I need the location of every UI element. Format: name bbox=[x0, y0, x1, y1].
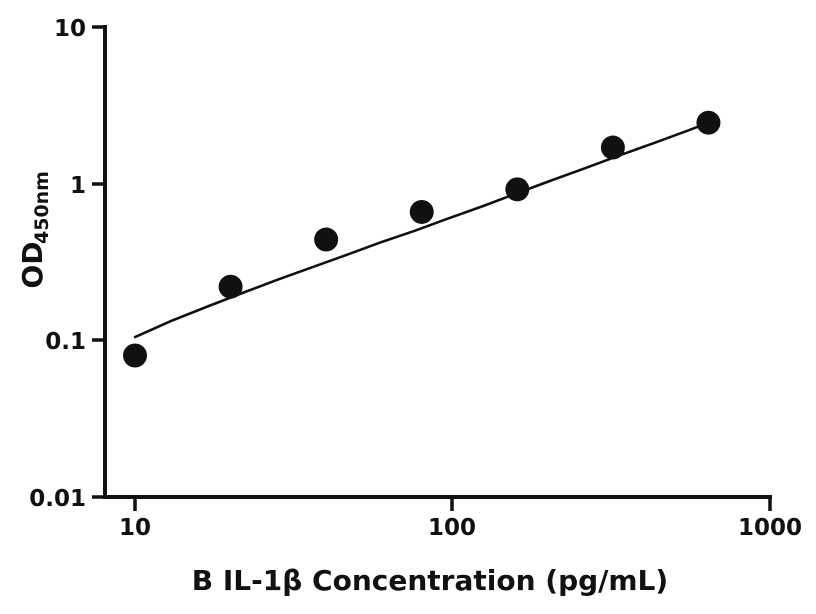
y-tick-labels: 10 1 0.1 0.01 bbox=[29, 16, 86, 512]
y-tick-label-1: 1 bbox=[70, 173, 86, 199]
y-tick-label-10: 10 bbox=[54, 16, 86, 42]
x-tick-label-10: 10 bbox=[119, 515, 151, 541]
y-axis-title: OD 450nm bbox=[16, 171, 53, 289]
x-tick-label-100: 100 bbox=[428, 515, 476, 541]
fit-curve-line bbox=[133, 121, 710, 339]
y-axis-title-base: OD bbox=[16, 241, 49, 288]
data-point bbox=[600, 135, 625, 160]
y-tick-label-0-01: 0.01 bbox=[29, 486, 86, 512]
x-axis-title: B IL-1β Concentration (pg/mL) bbox=[192, 564, 668, 597]
x-axis-ticks bbox=[133, 497, 772, 511]
data-point bbox=[505, 177, 530, 202]
data-point bbox=[696, 110, 721, 135]
data-point bbox=[218, 274, 243, 299]
x-tick-labels: 10 100 1000 bbox=[119, 515, 802, 541]
y-axis-ticks bbox=[92, 25, 105, 499]
axis-spines bbox=[103, 25, 772, 499]
data-point bbox=[123, 343, 147, 368]
data-point bbox=[409, 199, 434, 224]
y-tick-label-0-1: 0.1 bbox=[45, 329, 86, 355]
x-tick-label-1000: 1000 bbox=[738, 515, 802, 541]
y-axis-title-subscript: 450nm bbox=[31, 171, 53, 244]
data-points-group bbox=[123, 110, 721, 368]
data-point bbox=[314, 227, 339, 252]
